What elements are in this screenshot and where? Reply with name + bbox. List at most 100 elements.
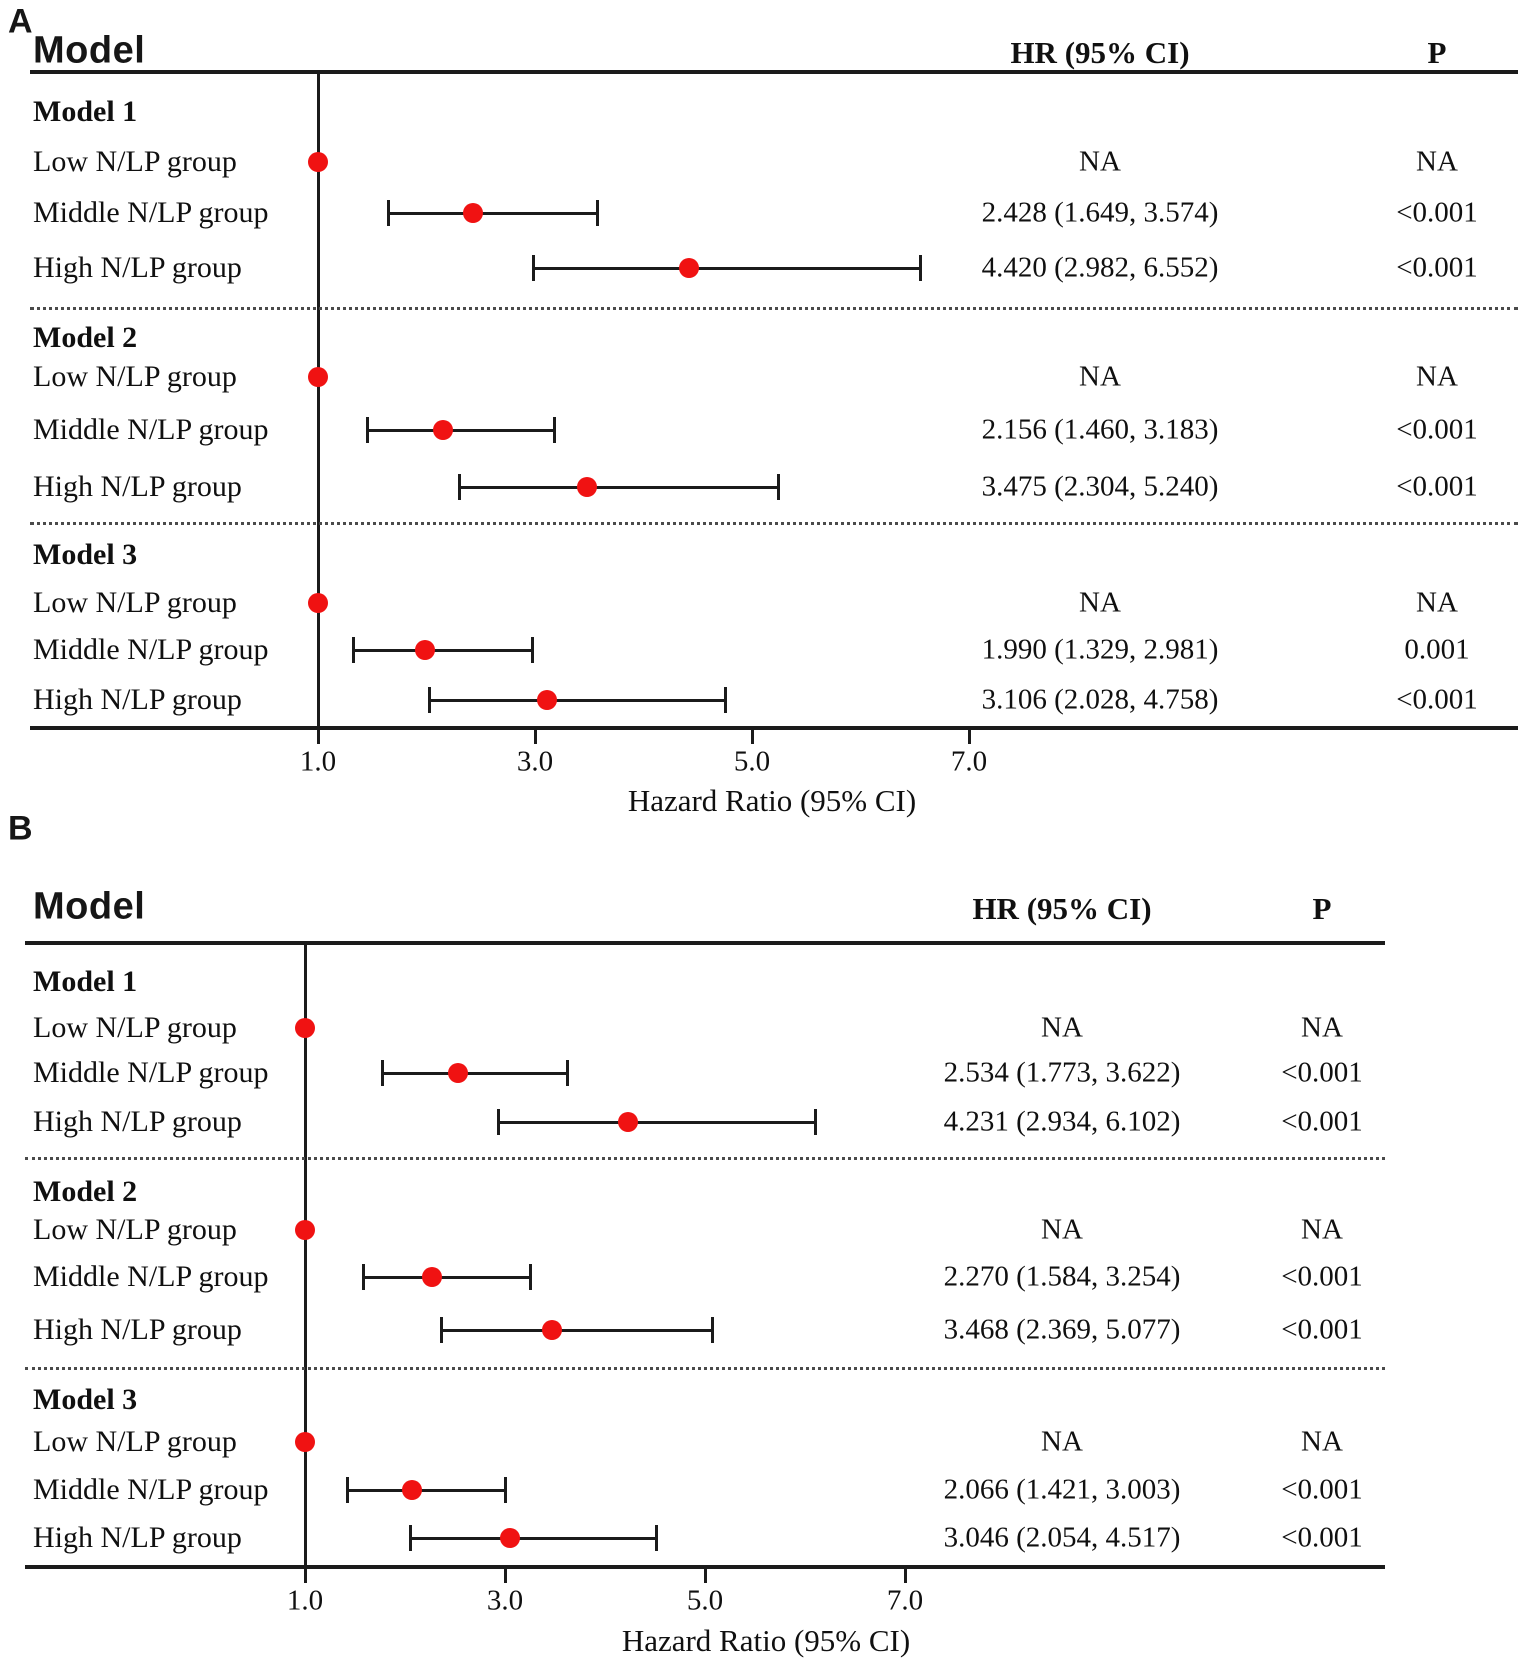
row-label: Middle N/LP group: [33, 413, 269, 446]
hr-value: 3.468 (2.369, 5.077): [943, 1313, 1181, 1346]
axis-tick: [316, 729, 320, 744]
ci-cap-right: [553, 417, 557, 443]
p-column-header: P: [1312, 891, 1332, 926]
axis-tick: [750, 729, 754, 744]
p-value: <0.001: [1281, 1056, 1363, 1089]
ci-cap-right: [528, 1264, 532, 1290]
row-label: High N/LP group: [33, 470, 242, 503]
ci-bar: [347, 1488, 506, 1492]
group-title: Model 2: [33, 1175, 138, 1208]
axis-tick-label: 3.0: [516, 745, 554, 778]
ci-cap-left: [345, 1477, 349, 1503]
hr-value: 2.428 (1.649, 3.574): [981, 196, 1219, 229]
hr-value: 3.106 (2.028, 4.758): [981, 683, 1219, 716]
hr-value: NA: [1079, 360, 1121, 393]
hr-value: 2.534 (1.773, 3.622): [943, 1056, 1181, 1089]
ci-cap-right: [918, 255, 922, 281]
ci-bar: [441, 1328, 713, 1332]
ci-cap-right: [813, 1109, 817, 1135]
p-value: NA: [1416, 586, 1458, 619]
point-marker: [541, 1320, 562, 1340]
point-marker: [679, 258, 700, 278]
row-label: Low N/LP group: [33, 1425, 237, 1458]
hr-column-header: HR (95% CI): [972, 891, 1152, 926]
axis-tick-label: 1.0: [286, 1584, 324, 1617]
row-label: Middle N/LP group: [33, 196, 269, 229]
row-label: Middle N/LP group: [33, 1260, 269, 1293]
p-value: <0.001: [1396, 683, 1478, 716]
group-title: Model 3: [33, 538, 138, 571]
axis-tick-label: 1.0: [299, 745, 337, 778]
group-title: Model 2: [33, 321, 138, 354]
ci-cap-right: [724, 687, 728, 713]
axis-title: Hazard Ratio (95% CI): [627, 783, 917, 818]
model-column-header: Model: [33, 885, 146, 928]
point-marker: [462, 203, 483, 223]
hr-value: 4.231 (2.934, 6.102): [943, 1105, 1181, 1138]
p-value: NA: [1301, 1425, 1343, 1458]
ci-cap-right: [776, 474, 780, 500]
row-label: High N/LP group: [33, 1521, 242, 1554]
hr-value: 1.990 (1.329, 2.981): [981, 633, 1219, 666]
reference-line: [303, 943, 307, 1567]
ci-cap-left: [380, 1060, 384, 1086]
point-marker: [448, 1063, 469, 1083]
p-value: <0.001: [1281, 1521, 1363, 1554]
panel-label: A: [8, 2, 33, 41]
point-marker: [295, 1220, 315, 1240]
ci-cap-left: [386, 200, 390, 226]
ci-cap-right: [503, 1477, 507, 1503]
ci-bar: [429, 698, 726, 702]
point-marker: [295, 1432, 315, 1452]
panel-label: B: [8, 809, 33, 848]
row-label: Middle N/LP group: [33, 1056, 269, 1089]
hr-value: 2.270 (1.584, 3.254): [943, 1260, 1181, 1293]
p-value: 0.001: [1404, 633, 1470, 666]
group-title: Model 1: [33, 95, 138, 128]
row-label: Middle N/LP group: [33, 1473, 269, 1506]
p-value: NA: [1301, 1213, 1343, 1246]
point-marker: [401, 1480, 422, 1500]
ci-cap-left: [366, 417, 370, 443]
header-rule: [25, 941, 1385, 945]
ci-bar: [367, 428, 555, 432]
hr-value: 3.475 (2.304, 5.240): [981, 470, 1219, 503]
model-separator: [30, 307, 1518, 310]
axis-tick: [703, 1568, 707, 1583]
ci-cap-right: [655, 1525, 659, 1551]
p-value: <0.001: [1281, 1105, 1363, 1138]
ci-cap-left: [531, 255, 535, 281]
ci-cap-left: [428, 687, 432, 713]
axis-tick: [303, 1568, 307, 1583]
ci-cap-left: [361, 1264, 365, 1290]
p-value: <0.001: [1396, 470, 1478, 503]
row-label: Low N/LP group: [33, 1011, 237, 1044]
reference-line: [316, 72, 320, 728]
group-title: Model 3: [33, 1383, 138, 1416]
hr-value: NA: [1041, 1011, 1083, 1044]
model-separator: [25, 1157, 1385, 1160]
ci-bar: [498, 1120, 816, 1124]
axis-line: [25, 1565, 1385, 1569]
p-value: <0.001: [1281, 1313, 1363, 1346]
ci-bar: [410, 1536, 657, 1540]
axis-tick-label: 5.0: [733, 745, 771, 778]
row-label: High N/LP group: [33, 1105, 242, 1138]
ci-bar: [388, 211, 598, 215]
row-label: Low N/LP group: [33, 360, 237, 393]
header-rule: [30, 70, 1518, 74]
p-value: <0.001: [1396, 251, 1478, 284]
row-label: Low N/LP group: [33, 586, 237, 619]
p-value: NA: [1301, 1011, 1343, 1044]
point-marker: [536, 690, 557, 710]
point-marker: [415, 640, 436, 660]
axis-line: [30, 726, 1518, 730]
p-value: <0.001: [1396, 413, 1478, 446]
p-column-header: P: [1427, 35, 1447, 70]
ci-cap-right: [565, 1060, 569, 1086]
hr-value: NA: [1041, 1213, 1083, 1246]
row-label: High N/LP group: [33, 683, 242, 716]
ci-cap-left: [352, 637, 356, 663]
hr-value: 2.156 (1.460, 3.183): [981, 413, 1219, 446]
